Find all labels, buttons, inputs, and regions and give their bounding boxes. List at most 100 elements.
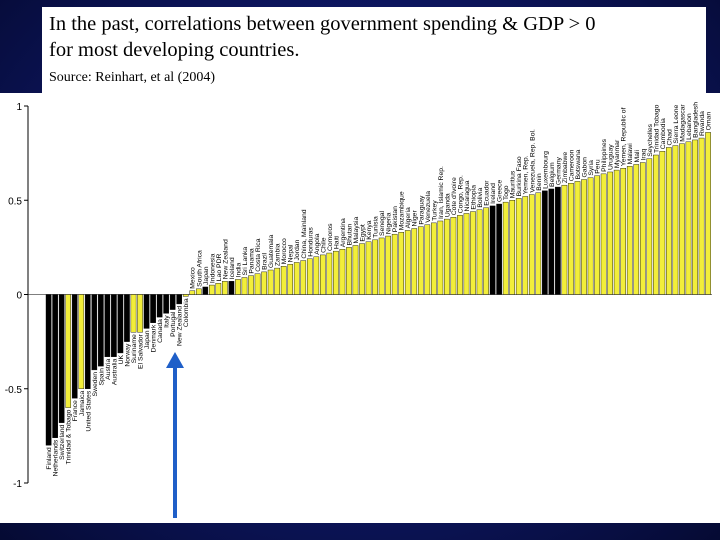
bar [91, 294, 98, 371]
bar [698, 137, 705, 295]
bar-label: Honduras [307, 227, 314, 257]
bar [287, 264, 294, 295]
bar [437, 220, 444, 295]
bar-label: Zambia [275, 243, 282, 266]
bar [633, 164, 640, 295]
bar [515, 198, 522, 295]
bar [600, 173, 607, 295]
bar-label: Venezuela, Rep. Bol. [529, 129, 536, 193]
bar-label: Switzerland [59, 424, 66, 459]
bar-label: New Zealand [222, 239, 229, 279]
bar [639, 162, 646, 295]
bar [372, 239, 378, 295]
title-box: In the past, correlations between govern… [42, 7, 706, 93]
bar [124, 294, 130, 342]
bar [84, 294, 91, 389]
bar-label: Rwanda [699, 111, 706, 136]
bar-label: Portugal [170, 311, 177, 337]
y-tick-label: 0 [16, 291, 22, 302]
bar-label: Indonesia [209, 253, 216, 283]
bar-label: Malawi [627, 143, 634, 165]
bar-label: Cameroon [568, 149, 575, 181]
bar-labels-group: Finland Netherlands Switzerland Trinidad & … [46, 102, 712, 477]
bar [71, 294, 78, 399]
bar [705, 132, 711, 295]
bar-label: Congo, Rep. [457, 175, 464, 213]
bar [620, 167, 627, 295]
bar [476, 209, 483, 295]
bar [502, 201, 509, 295]
bar [261, 271, 267, 295]
bar-label: Bhutan [346, 224, 353, 246]
bar [163, 294, 169, 314]
bar [222, 281, 228, 295]
bar-label: South Africa [196, 250, 203, 287]
bar [65, 294, 72, 408]
bar [385, 235, 391, 295]
bar-label: Lao PDR [216, 254, 223, 282]
bar-label: France [72, 400, 79, 421]
bar-label: Senegal [379, 211, 386, 236]
slide-title-line-1: In the past, correlations between govern… [49, 13, 596, 35]
y-tick-label: 0.5 [8, 196, 22, 207]
bar-label: Cote d'Ivoire [451, 177, 458, 215]
bar-label: Iran, Islamic Rep. [438, 166, 445, 219]
bar [137, 294, 143, 333]
bar-label: UK [118, 354, 125, 364]
bar [293, 262, 300, 295]
bar-label: Burkina Faso [516, 156, 523, 196]
bar-label: Kenya [366, 220, 373, 239]
bar [398, 232, 405, 295]
bar [378, 237, 385, 295]
bar [666, 147, 672, 295]
bar-label: Trinidad & Tobago [66, 409, 73, 464]
bar-label: Iraq [640, 149, 647, 161]
bar-label: Austria [105, 358, 112, 379]
bar-label: Brazil [262, 252, 269, 269]
bar [143, 294, 150, 329]
bar [613, 169, 620, 295]
bar-label: Oman [706, 112, 713, 131]
bar [424, 224, 431, 295]
bar-label: Australia [111, 358, 118, 385]
bar-label: Lebanon [686, 113, 693, 140]
bar-label: Japan [203, 266, 210, 285]
bar [280, 266, 287, 295]
bar-label: Turkey [431, 200, 438, 221]
bar [450, 217, 457, 295]
bar-label: Malaysia [353, 216, 360, 243]
bar-label: India [235, 262, 242, 277]
bar [568, 183, 574, 295]
bar [104, 294, 111, 357]
bar-label: Panama [249, 248, 256, 274]
bar-label: Mexico [190, 267, 197, 289]
bar [417, 226, 424, 295]
bar [215, 282, 222, 295]
bar [195, 288, 202, 295]
bar [431, 222, 437, 295]
bar [411, 228, 418, 295]
bar-label: Italy [164, 315, 171, 328]
bar [581, 179, 587, 295]
bar [352, 245, 359, 295]
bar [176, 294, 183, 305]
bar [548, 188, 555, 295]
bar-label: Mauritius [510, 170, 517, 198]
bar-label: Chad [666, 129, 673, 145]
bar-label: New Zealand [177, 306, 184, 346]
bar-label: Yemen, Rep. [523, 155, 530, 194]
bar-label: Cambodia [660, 118, 667, 149]
bar-label: Venezuela [425, 191, 432, 223]
bar [555, 186, 561, 295]
bar [313, 256, 320, 295]
bar-label: Colombia [183, 298, 190, 327]
bar-label: Sweden [92, 372, 99, 397]
bar [607, 171, 613, 295]
bar-label: Sri Lanka [242, 247, 249, 276]
bar-label: Denmark [151, 324, 158, 352]
slide-title-line-2: for most developing countries. [49, 39, 300, 61]
bar-label: Luxembourg [542, 151, 549, 189]
y-tick-label: -1 [13, 479, 22, 490]
bar [528, 194, 535, 295]
bar-label: China, Mainland [301, 209, 308, 258]
